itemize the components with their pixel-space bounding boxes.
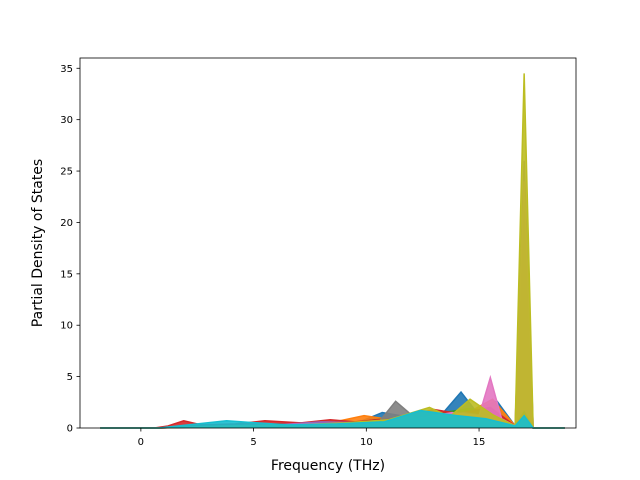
x-tick-label: 10 xyxy=(360,437,373,448)
x-tick-label: 5 xyxy=(250,437,256,448)
y-tick-label: 25 xyxy=(60,167,73,178)
x-tick-label: 0 xyxy=(138,437,144,448)
y-tick-label: 30 xyxy=(60,115,73,126)
series-10-line xyxy=(100,409,565,429)
y-tick-label: 0 xyxy=(67,424,73,435)
plot-frame xyxy=(79,57,577,429)
x-axis-label: Frequency (THz) xyxy=(271,458,385,474)
y-tick-label: 35 xyxy=(60,64,73,75)
y-axis-label: Partial Density of States xyxy=(30,159,46,327)
plot-area xyxy=(80,58,576,428)
x-tick-label: 15 xyxy=(473,437,486,448)
y-axis-ticks: 0 5 10 15 20 25 30 35 xyxy=(60,64,80,435)
y-tick-label: 5 xyxy=(67,372,73,383)
y-tick-label: 10 xyxy=(60,321,73,332)
y-tick-label: 20 xyxy=(60,218,73,229)
series-9-area xyxy=(100,73,565,429)
y-tick-label: 15 xyxy=(60,269,73,280)
series-layer xyxy=(100,73,565,429)
x-axis-ticks: 0 5 10 15 xyxy=(138,428,486,448)
